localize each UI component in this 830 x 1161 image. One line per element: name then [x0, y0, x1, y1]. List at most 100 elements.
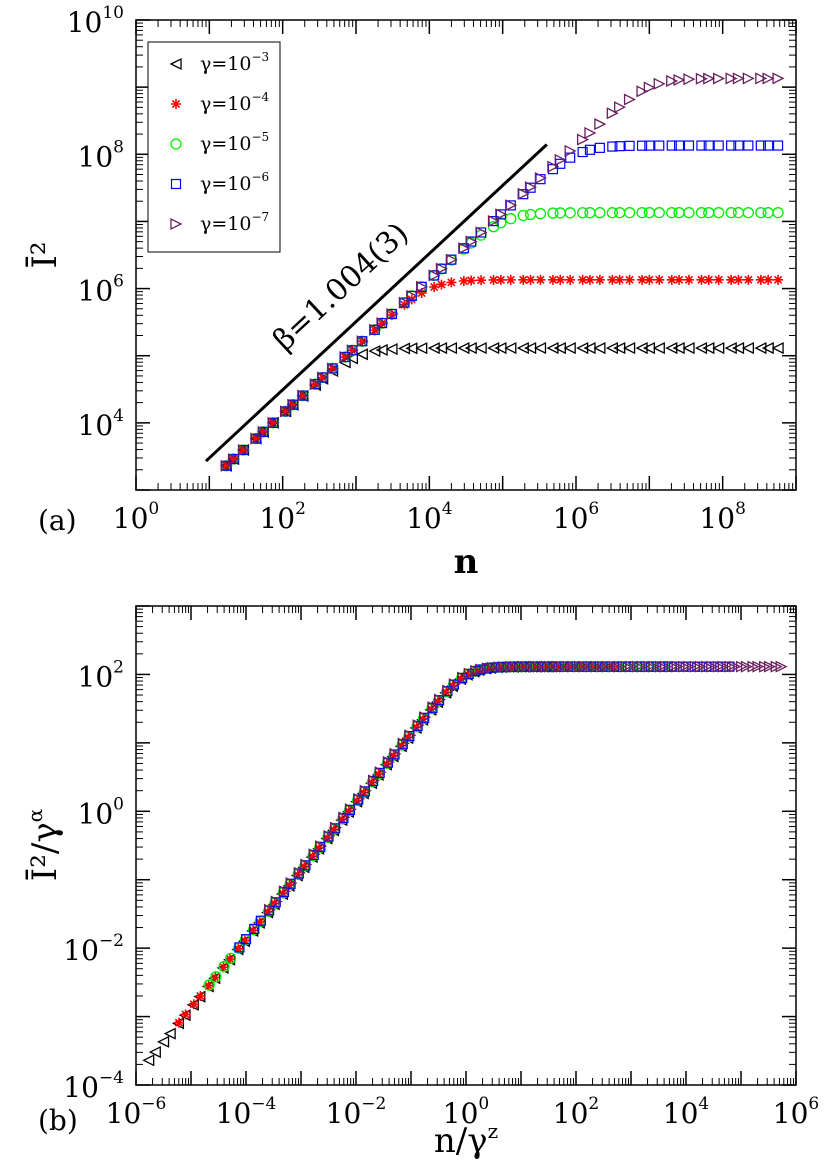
data-point	[344, 803, 357, 816]
data-point	[254, 917, 265, 928]
data-point	[441, 687, 452, 698]
data-point	[248, 925, 259, 936]
data-point	[643, 81, 656, 94]
data-point	[458, 242, 471, 255]
collapsed-series-3	[203, 660, 677, 991]
data-point	[576, 207, 589, 219]
data-point	[487, 342, 500, 355]
data-point	[743, 140, 754, 151]
panel-a-x-tick-labels: 100 102 104 106 108	[113, 499, 746, 535]
legend-label: γ=10−7	[200, 210, 269, 235]
data-point	[170, 217, 183, 231]
data-point	[666, 140, 677, 151]
data-point	[713, 207, 725, 219]
data-point	[299, 861, 310, 872]
data-point	[278, 885, 291, 898]
data-point	[703, 274, 714, 285]
data-point	[330, 821, 343, 834]
data-point	[724, 342, 737, 355]
data-point	[188, 999, 199, 1010]
data-point	[594, 118, 607, 131]
data-point	[534, 207, 547, 220]
data-point	[359, 784, 372, 797]
data-point	[239, 935, 250, 946]
x-tick-label: 10−4	[216, 1094, 277, 1130]
data-point	[772, 72, 785, 85]
data-point	[487, 214, 500, 228]
panel-a-y-axis-label: Ī²	[25, 241, 65, 268]
data-point	[310, 379, 321, 390]
collapsed-series-4	[234, 661, 735, 953]
data-point	[326, 362, 340, 375]
data-point	[347, 345, 358, 356]
data-point	[210, 972, 221, 983]
x-tick-label: 106	[773, 1094, 819, 1130]
data-point	[703, 140, 714, 151]
data-point	[411, 722, 422, 733]
data-point	[556, 660, 569, 673]
data-point	[733, 274, 744, 285]
data-point	[287, 398, 300, 411]
data-point	[584, 144, 596, 155]
data-point	[267, 416, 280, 429]
data-point	[695, 207, 708, 219]
data-point	[683, 73, 696, 86]
data-point	[157, 1035, 170, 1048]
data-point	[652, 342, 665, 355]
data-point	[517, 187, 530, 200]
data-point	[203, 980, 214, 991]
data-point	[564, 144, 577, 157]
data-point	[732, 72, 745, 85]
data-point	[763, 140, 774, 151]
data-point	[264, 903, 277, 916]
y-tick-label: 102	[78, 657, 124, 693]
data-point	[268, 417, 279, 428]
data-point	[567, 660, 580, 673]
x-tick-label: 104	[406, 499, 452, 535]
data-point	[577, 274, 588, 285]
data-point	[623, 93, 637, 106]
data-point	[488, 274, 499, 285]
y-tick-label: 1010	[67, 3, 124, 39]
data-point	[142, 1054, 155, 1067]
data-point	[225, 954, 236, 965]
data-point	[614, 274, 625, 285]
data-point	[648, 660, 661, 673]
data-point	[353, 792, 366, 805]
data-point	[263, 906, 274, 917]
data-point	[462, 669, 473, 680]
data-point	[475, 663, 488, 676]
data-point	[343, 806, 354, 817]
data-point	[703, 72, 716, 85]
series-2	[221, 274, 784, 471]
data-point	[713, 274, 724, 285]
data-point	[280, 406, 291, 417]
x-tick-label: 10−2	[326, 1094, 387, 1130]
collapsed-series-5	[264, 660, 788, 916]
data-point	[352, 795, 363, 806]
legend-item: γ=10−6	[170, 170, 269, 195]
data-point	[180, 1009, 191, 1020]
data-point	[636, 85, 649, 98]
data-point	[614, 141, 625, 152]
data-point	[654, 140, 665, 151]
data-point	[405, 342, 418, 355]
data-point	[398, 296, 411, 309]
data-point	[227, 453, 241, 466]
data-point	[386, 310, 397, 320]
data-point	[173, 1017, 184, 1028]
data-point	[374, 766, 387, 779]
data-point	[396, 740, 407, 751]
data-point	[613, 660, 626, 673]
data-point	[683, 140, 695, 151]
data-point	[504, 342, 517, 355]
data-point	[660, 660, 673, 673]
data-point	[203, 979, 215, 991]
data-point	[554, 207, 566, 219]
data-point	[509, 660, 522, 673]
data-point	[476, 275, 487, 286]
data-point	[673, 73, 686, 87]
data-point	[234, 942, 245, 953]
data-point	[495, 274, 506, 285]
